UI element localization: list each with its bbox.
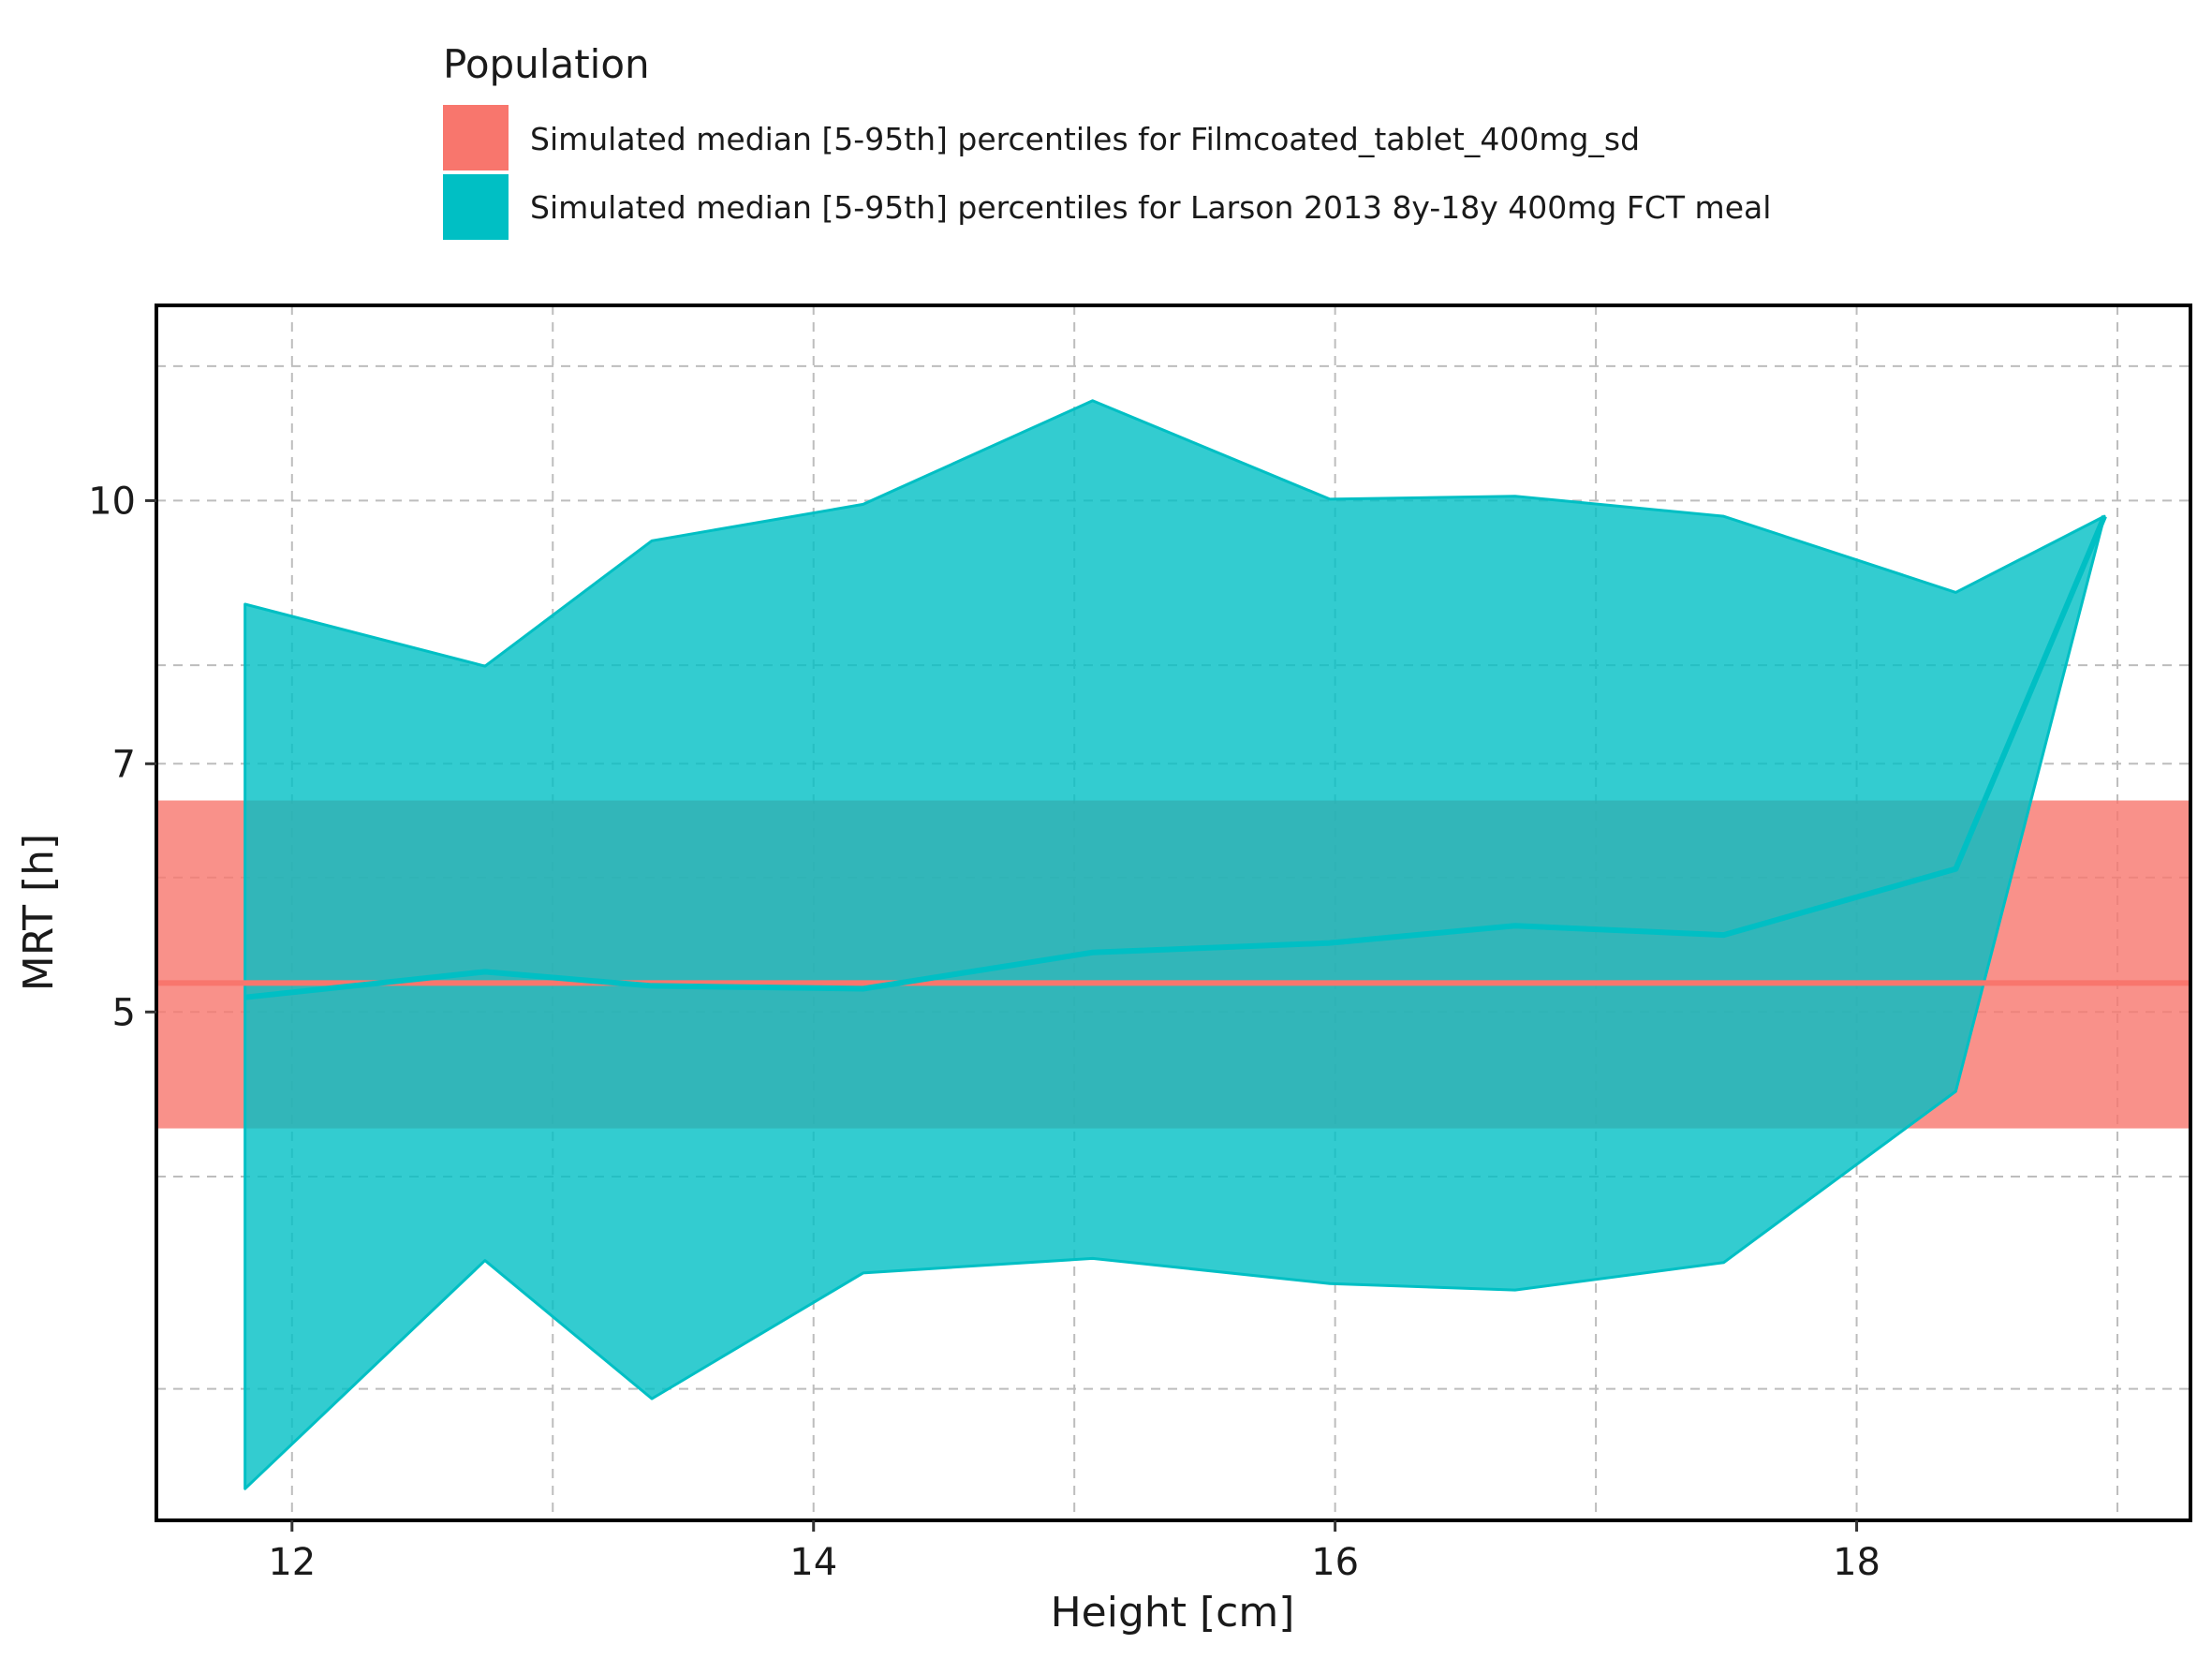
- y-axis-title: MRT [h]: [15, 834, 63, 991]
- legend-title: Population: [443, 41, 650, 87]
- x-tick-label: 14: [789, 1541, 837, 1584]
- legend-swatch-filmcoated: [443, 105, 509, 170]
- y-tick-label: 7: [112, 743, 136, 786]
- legend-swatch-larson: [443, 174, 509, 240]
- legend-entry-filmcoated: Simulated median [5-95th] percentiles fo…: [530, 121, 1640, 157]
- x-axis-title: Height [cm]: [1051, 1589, 1295, 1637]
- band-larson: [243, 399, 2106, 1490]
- x-tick-label: 18: [1833, 1541, 1880, 1584]
- median-line-larson: [244, 514, 2107, 1000]
- legend: Population Simulated median [5-95th] per…: [443, 41, 1771, 240]
- x-axis: 12 14 16 18: [268, 1520, 1880, 1584]
- median-lines: [156, 514, 2190, 1000]
- x-tick-label: 12: [268, 1541, 316, 1584]
- y-tick-label: 10: [88, 480, 136, 523]
- y-axis: 5 7 10: [88, 480, 156, 1034]
- bands: [156, 399, 2190, 1490]
- x-tick-label: 16: [1311, 1541, 1359, 1584]
- plot-frame: [155, 304, 2192, 1522]
- legend-entry-larson: Simulated median [5-95th] percentiles fo…: [530, 189, 1771, 226]
- y-tick-label: 5: [112, 991, 136, 1034]
